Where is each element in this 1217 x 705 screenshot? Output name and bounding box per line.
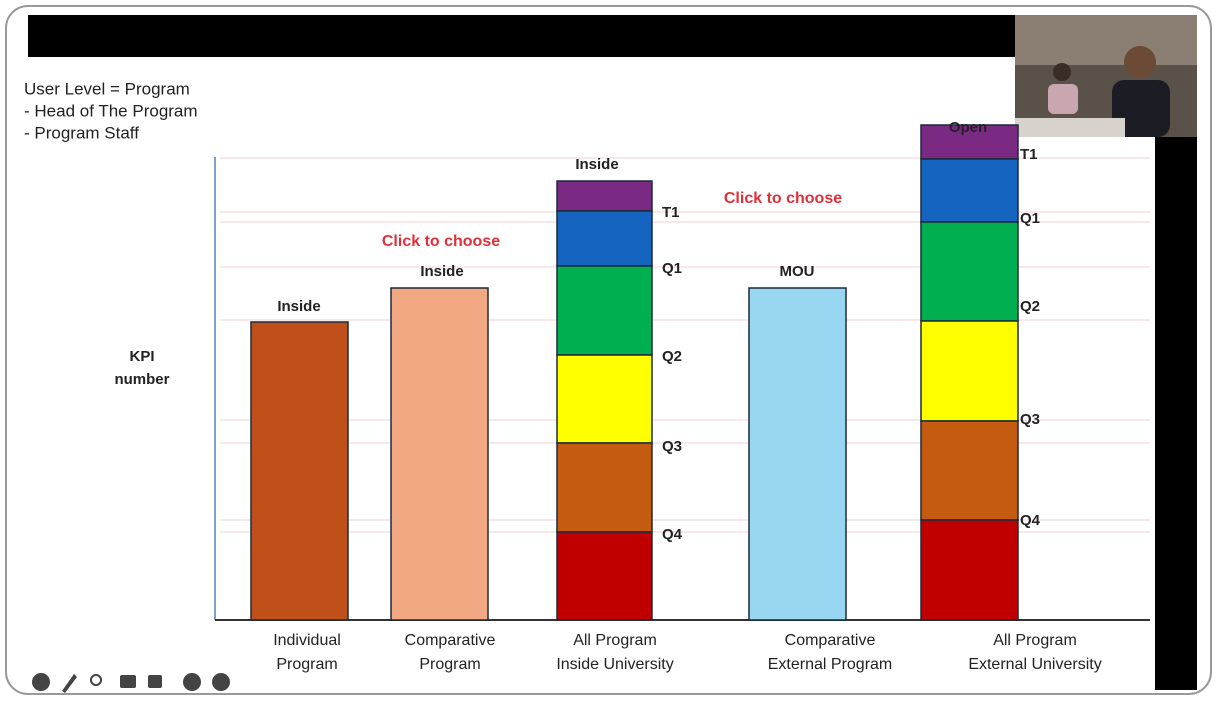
top-label: Inside [420, 263, 463, 280]
top-label: Inside [575, 156, 618, 173]
user-level: - Head of The Program [24, 101, 198, 120]
webcam [1015, 15, 1197, 137]
prev-button[interactable] [32, 673, 50, 691]
user-level: User Level = Program [24, 79, 190, 98]
top-label: Open [949, 119, 987, 136]
annotation: Click to choose [724, 190, 842, 207]
camera-button[interactable] [148, 675, 162, 688]
pen-button[interactable] [62, 674, 77, 693]
y-label: number [114, 371, 169, 388]
column-label: Comparative [405, 632, 496, 649]
cc-button[interactable] [120, 675, 136, 688]
segment-label: Q4 [1020, 512, 1041, 529]
column-label: Comparative [785, 632, 876, 649]
annotation: Click to choose [382, 233, 500, 250]
segment-label: Q1 [1020, 210, 1040, 227]
column-label: All Program [993, 632, 1077, 649]
column-label: Program [419, 656, 480, 673]
more-button[interactable] [183, 673, 201, 691]
segment-label: Q2 [1020, 298, 1040, 315]
segment-label: T1 [662, 204, 680, 221]
column-label: Program [276, 656, 337, 673]
segment-label: T1 [1020, 146, 1038, 163]
search-button[interactable] [90, 674, 102, 686]
top-bar [28, 15, 1197, 57]
right-bar [1155, 137, 1197, 690]
segment-label: Q1 [662, 260, 682, 277]
top-label: MOU [780, 263, 815, 280]
column-label: Inside University [556, 656, 673, 673]
bars [250, 124, 1019, 621]
segment-label: Q3 [1020, 411, 1040, 428]
segment-label: Q4 [662, 526, 683, 543]
segment-label: Q3 [662, 438, 682, 455]
segment-label: Q2 [662, 348, 682, 365]
player-controls [32, 673, 230, 693]
user-level: - Program Staff [24, 123, 139, 142]
column-label: Individual [273, 632, 341, 649]
column-label: External Program [768, 656, 893, 673]
top-label: Inside [277, 298, 320, 315]
column-label: External University [968, 656, 1101, 673]
y-label: KPI [129, 348, 154, 365]
next-button[interactable] [212, 673, 230, 691]
column-label: All Program [573, 632, 657, 649]
